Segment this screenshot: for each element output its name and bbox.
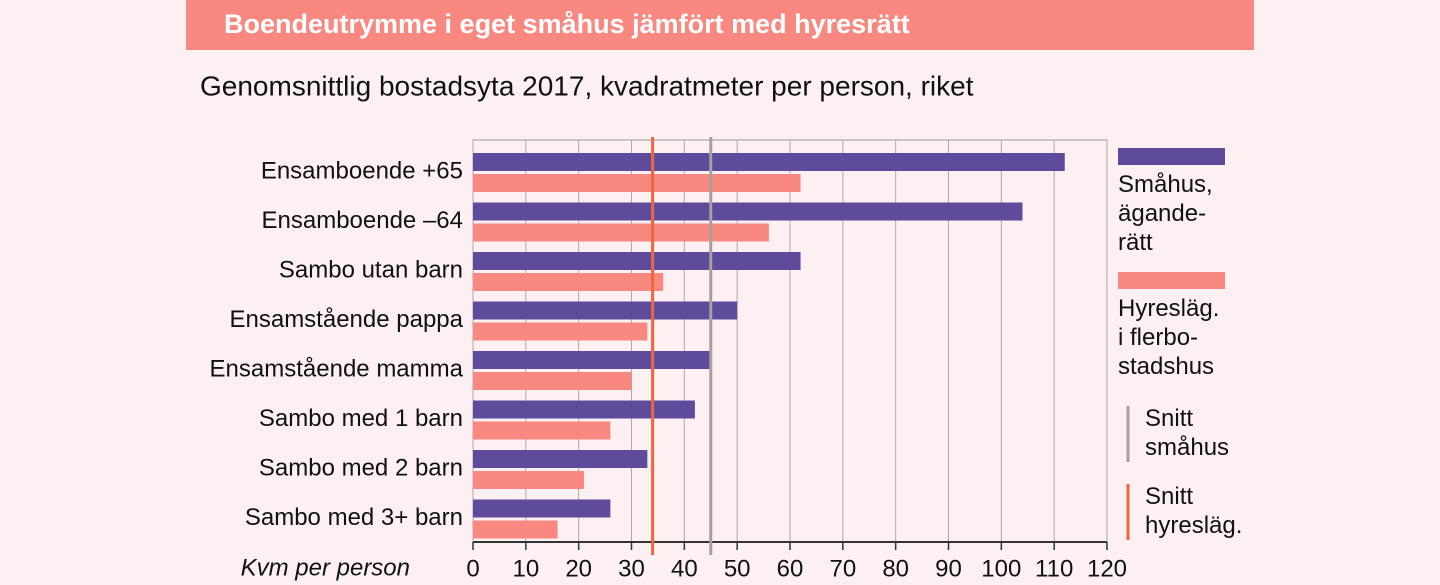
- x-tick-label: 80: [882, 555, 909, 582]
- category-label: Ensamboende –64: [262, 207, 464, 234]
- x-tick-label: 120: [1087, 555, 1127, 582]
- x-tick-label: 30: [618, 555, 645, 582]
- legend-label: Småhus, ägande- rätt: [1118, 171, 1213, 256]
- bar: [473, 471, 584, 489]
- category-label: Ensamstående pappa: [229, 306, 463, 333]
- x-tick-label: 90: [935, 555, 962, 582]
- category-label: Sambo med 1 barn: [259, 405, 463, 432]
- bar: [473, 450, 648, 468]
- x-tick-label: 20: [565, 555, 592, 582]
- bar: [473, 273, 664, 291]
- category-label: Sambo med 2 barn: [259, 454, 463, 481]
- legend-label: Snitt småhus: [1145, 405, 1230, 461]
- bar: [473, 322, 648, 341]
- x-tick-label: 40: [671, 555, 698, 582]
- bar: [473, 499, 611, 518]
- category-label: Sambo med 3+ barn: [245, 504, 463, 531]
- bar: [473, 421, 611, 440]
- bar: [473, 252, 801, 270]
- legend-swatch: [1118, 272, 1225, 289]
- x-tick-label: 100: [981, 555, 1021, 582]
- bar: [473, 202, 1023, 221]
- bar: [473, 174, 801, 192]
- x-axis-label: Kvm per person: [241, 554, 410, 581]
- category-label: Ensamstående mamma: [210, 355, 464, 382]
- x-tick-label: 0: [466, 555, 479, 582]
- bar: [473, 301, 738, 320]
- bar: [473, 372, 632, 390]
- x-tick-label: 70: [829, 555, 856, 582]
- x-tick-label: 110: [1035, 555, 1073, 582]
- chart-title: Boendeutrymme i eget småhus jämfört med …: [224, 9, 910, 39]
- legend-label: Snitt hyresläg.: [1145, 483, 1243, 539]
- bar: [473, 223, 769, 242]
- category-label: Ensamboende +65: [261, 157, 463, 184]
- chart-subtitle: Genomsnittlig bostadsyta 2017, kvadratme…: [200, 70, 974, 101]
- category-label: Sambo utan barn: [279, 256, 463, 283]
- title-banner: [186, 0, 1254, 50]
- legend-swatch: [1118, 148, 1225, 165]
- bar: [473, 153, 1065, 171]
- x-tick-label: 10: [512, 555, 539, 582]
- bar: [473, 400, 695, 419]
- x-tick-label: 60: [777, 555, 804, 582]
- bar: [473, 351, 711, 369]
- legend-label: Hyresläg. i flerbo- stadshus: [1118, 295, 1220, 380]
- x-tick-label: 50: [724, 555, 751, 582]
- bar: [473, 520, 558, 539]
